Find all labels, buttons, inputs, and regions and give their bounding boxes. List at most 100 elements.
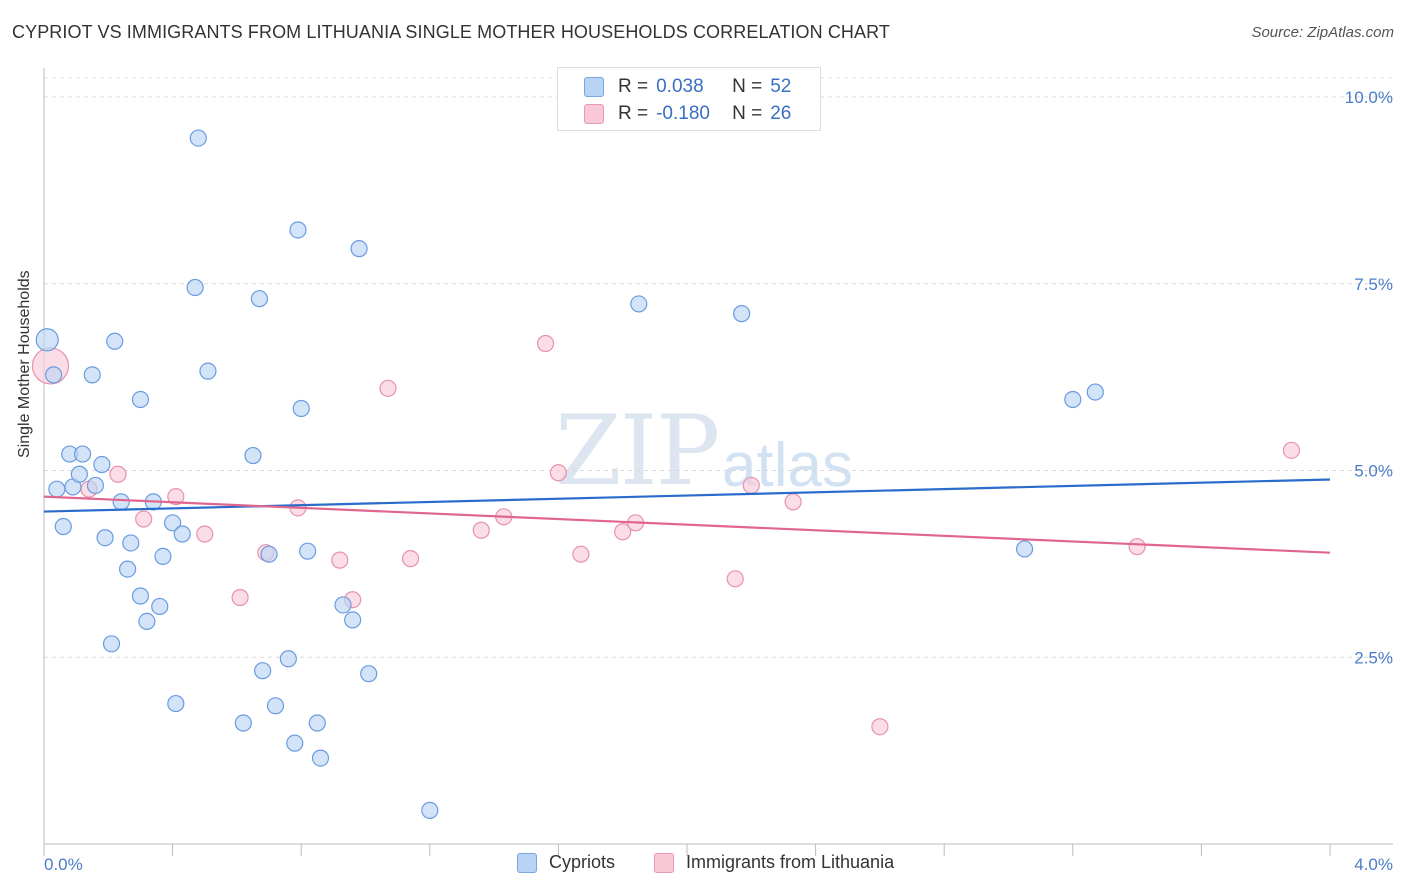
watermark-zip: ZIP (555, 395, 720, 507)
cypriots-point (186, 278, 204, 297)
cypriots-point (151, 597, 169, 616)
cypriots-point (421, 801, 439, 819)
cypriots-point (360, 665, 378, 683)
cypriots-point (189, 129, 207, 147)
cypriots-point (292, 399, 310, 418)
lithuania-point (167, 488, 185, 506)
cypriots-point (73, 445, 92, 463)
cypriots-point (344, 611, 362, 629)
legend-n-value: 52 (770, 76, 792, 97)
chart-title: CYPRIOT VS IMMIGRANTS FROM LITHUANIA SIN… (12, 22, 891, 42)
legend-swatch-cypriots (584, 77, 604, 97)
cypriots-point (167, 694, 185, 713)
bottom-legend-label: Cypriots (549, 852, 616, 872)
lithuania-point (231, 588, 249, 607)
cypriots-point (254, 662, 272, 680)
lithuania-point (536, 334, 555, 353)
lithuania-point (379, 379, 397, 397)
lithuania-point (135, 510, 153, 528)
y-tick-label: 7.5% (1354, 275, 1393, 294)
cypriots-point (106, 332, 124, 350)
cypriots-point (86, 476, 105, 495)
legend-swatch-lithuania (584, 104, 604, 124)
lithuania-point (109, 465, 127, 483)
cypriots-point (260, 545, 278, 563)
cypriots-point (118, 560, 137, 578)
cypriots-point (138, 612, 156, 630)
cypriots-point (299, 542, 317, 560)
cypriots-point (234, 714, 252, 732)
cypriots-point (1086, 383, 1104, 401)
cypriots-point (112, 493, 130, 511)
bottom-legend-label: Immigrants from Lithuania (686, 852, 895, 872)
bottom-legend-swatch (654, 852, 674, 873)
y-axis-label: Single Mother Households (16, 270, 33, 458)
legend-row-cypriots: R = 0.038 N = 52 (584, 76, 791, 98)
cypriots-point (244, 446, 262, 465)
cypriots-point (311, 749, 330, 767)
bottom-legend-lithuania[interactable]: Immigrants from Lithuania (654, 852, 894, 873)
cypriots-point (122, 534, 140, 552)
lithuania-point (784, 493, 802, 511)
cypriots-point (93, 455, 111, 474)
cypriots-point (54, 517, 72, 536)
cypriots-point (1015, 540, 1034, 558)
cypriots-point (1064, 390, 1082, 409)
cypriots-point (266, 697, 285, 715)
lithuania-point (871, 718, 889, 736)
bottom-legend-cypriots[interactable]: Cypriots (517, 852, 615, 873)
y-tick-label: 5.0% (1354, 462, 1393, 481)
lithuania-point (401, 550, 420, 568)
legend-r-value: 0.038 (656, 76, 704, 97)
lithuania-point (742, 476, 760, 495)
source-label: Source: ZipAtlas.com (1251, 24, 1394, 41)
cypriots-point (350, 240, 368, 258)
legend-n-label: N = (732, 76, 763, 97)
lithuania-point (572, 545, 590, 563)
bottom-legend-swatch (517, 852, 537, 873)
cypriots-point (35, 328, 59, 352)
cypriots-point (131, 390, 150, 409)
cypriots-point (131, 587, 150, 605)
lithuania-point (1282, 441, 1301, 459)
cypriots-point (45, 366, 63, 384)
cypriots-point (334, 596, 352, 614)
legend-r-value: -0.180 (656, 103, 710, 124)
lithuania-point (614, 523, 632, 541)
cypriots-point (83, 366, 101, 384)
lithuania-point (549, 464, 568, 482)
lithuania-point (331, 551, 349, 569)
cypriots-point (289, 221, 307, 239)
cypriots-point (733, 305, 751, 323)
x-tick-label: 4.0% (1354, 855, 1393, 874)
cypriots-point (164, 514, 182, 532)
y-tick-label: 2.5% (1354, 648, 1393, 667)
cypriots-point (154, 547, 172, 566)
legend-n-label: N = (732, 103, 763, 124)
cypriots-point (70, 465, 88, 483)
correlation-legend: R = 0.038 N = 52 R = -0.180 N = 26 (557, 67, 821, 131)
cypriots-point (279, 650, 297, 668)
legend-r-label: R = (618, 76, 649, 97)
legend-r-label: R = (618, 103, 649, 124)
cypriots-trend-line (43, 478, 1331, 513)
legend-n-value: 26 (770, 103, 792, 124)
lithuania-point (472, 521, 490, 539)
lithuania-point (196, 525, 214, 543)
lithuania-trend-line (43, 495, 1331, 554)
cypriots-point (48, 480, 66, 498)
cypriots-point (308, 714, 326, 732)
cypriots-point (199, 362, 217, 380)
lithuania-point (1128, 538, 1146, 556)
cypriots-point (96, 529, 114, 547)
cypriots-point (630, 295, 648, 313)
lithuania-point (726, 570, 744, 588)
cypriots-point (286, 734, 304, 752)
y-tick-label: 10.0% (1345, 88, 1393, 107)
cypriots-point (102, 635, 121, 653)
cypriots-point (173, 525, 191, 543)
cypriots-point (250, 290, 269, 308)
x-tick-label: 0.0% (44, 855, 83, 874)
legend-row-lithuania: R = -0.180 N = 26 (584, 103, 791, 125)
